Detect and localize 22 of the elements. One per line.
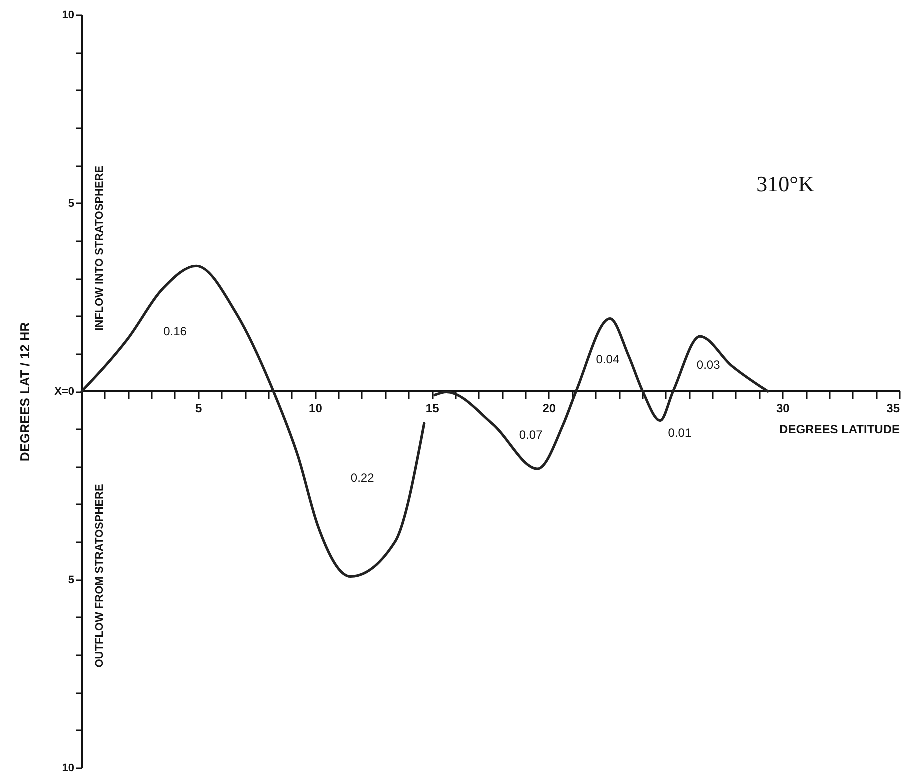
annotation: 310°K	[756, 171, 814, 196]
annotation: OUTFLOW FROM STRATOSPHERE	[94, 484, 106, 668]
annotation: 0.01	[668, 426, 692, 440]
annotation: INFLOW INTO STRATOSPHERE	[94, 166, 106, 331]
y-tick-label: 10	[62, 762, 74, 772]
y-tick-label: X=0	[54, 386, 74, 398]
y-tick-label: 5	[68, 574, 74, 586]
x-tick-label: 20	[542, 402, 556, 416]
annotation: 0.03	[696, 358, 721, 372]
x-tick-label: 30	[776, 402, 790, 416]
y-tick-label: 5	[68, 198, 74, 210]
x-axis-title: DEGREES LATITUDE	[780, 422, 900, 436]
y-tick-label: 10	[62, 10, 74, 22]
annotation: 0.16	[164, 324, 188, 338]
y-axis-title: DEGREES LAT / 12 HR	[18, 322, 33, 462]
annotation: 0.07	[519, 428, 544, 442]
x-tick-label: 15	[426, 402, 440, 416]
x-tick-label: 5	[196, 402, 203, 416]
x-tick-label: 35	[886, 402, 900, 416]
annotation: 0.22	[350, 471, 375, 486]
annotation: 0.04	[596, 352, 620, 366]
x-tick-label: 10	[309, 402, 323, 416]
